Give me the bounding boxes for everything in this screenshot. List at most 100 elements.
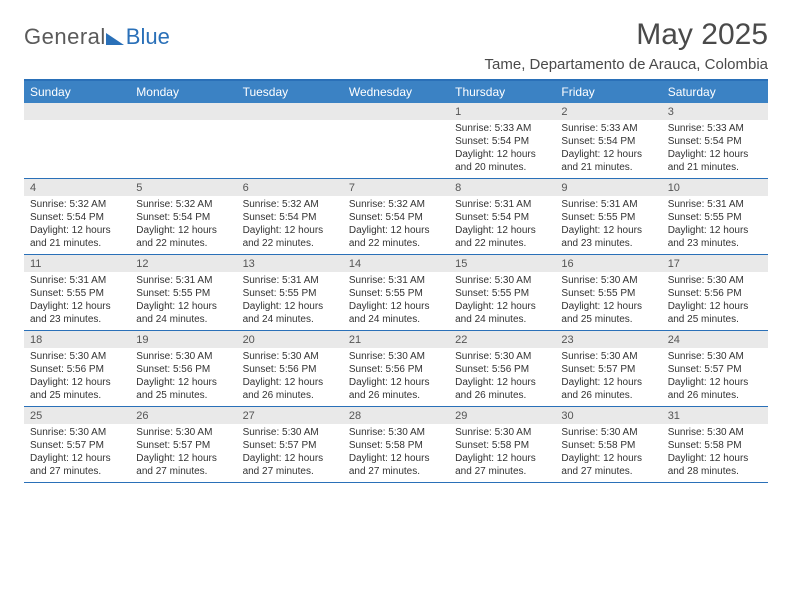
sunrise-text: Sunrise: 5:30 AM [455, 426, 549, 439]
day-number: 28 [343, 407, 449, 424]
day-number: 29 [449, 407, 555, 424]
sunrise-text: Sunrise: 5:30 AM [668, 274, 762, 287]
day-details: Sunrise: 5:31 AMSunset: 5:55 PMDaylight:… [130, 272, 236, 326]
sunset-text: Sunset: 5:55 PM [561, 287, 655, 300]
day-number: 26 [130, 407, 236, 424]
day-details: Sunrise: 5:30 AMSunset: 5:56 PMDaylight:… [24, 348, 130, 402]
day-details: Sunrise: 5:30 AMSunset: 5:56 PMDaylight:… [449, 348, 555, 402]
day-number: 7 [343, 179, 449, 196]
sunset-text: Sunset: 5:57 PM [30, 439, 124, 452]
sunset-text: Sunset: 5:54 PM [30, 211, 124, 224]
daylight-text: Daylight: 12 hours and 24 minutes. [136, 300, 230, 326]
sunset-text: Sunset: 5:57 PM [561, 363, 655, 376]
daylight-text: Daylight: 12 hours and 23 minutes. [561, 224, 655, 250]
weekday-header-cell: Saturday [662, 81, 768, 103]
calendar: SundayMondayTuesdayWednesdayThursdayFrid… [24, 79, 768, 483]
daylight-text: Daylight: 12 hours and 24 minutes. [243, 300, 337, 326]
daylight-text: Daylight: 12 hours and 22 minutes. [243, 224, 337, 250]
daylight-text: Daylight: 12 hours and 24 minutes. [349, 300, 443, 326]
day-number: 22 [449, 331, 555, 348]
calendar-day-cell: 2Sunrise: 5:33 AMSunset: 5:54 PMDaylight… [555, 103, 661, 178]
calendar-week-row: 1Sunrise: 5:33 AMSunset: 5:54 PMDaylight… [24, 103, 768, 179]
sunset-text: Sunset: 5:55 PM [243, 287, 337, 300]
calendar-day-cell: 15Sunrise: 5:30 AMSunset: 5:55 PMDayligh… [449, 255, 555, 330]
sunrise-text: Sunrise: 5:30 AM [243, 426, 337, 439]
day-number: 8 [449, 179, 555, 196]
weekday-header-cell: Thursday [449, 81, 555, 103]
day-details: Sunrise: 5:30 AMSunset: 5:57 PMDaylight:… [662, 348, 768, 402]
weekday-header-cell: Wednesday [343, 81, 449, 103]
daylight-text: Daylight: 12 hours and 24 minutes. [455, 300, 549, 326]
sunrise-text: Sunrise: 5:33 AM [561, 122, 655, 135]
sunrise-text: Sunrise: 5:30 AM [349, 426, 443, 439]
daylight-text: Daylight: 12 hours and 25 minutes. [561, 300, 655, 326]
sunset-text: Sunset: 5:57 PM [243, 439, 337, 452]
sunrise-text: Sunrise: 5:30 AM [668, 350, 762, 363]
calendar-day-cell: 22Sunrise: 5:30 AMSunset: 5:56 PMDayligh… [449, 331, 555, 406]
day-details: Sunrise: 5:32 AMSunset: 5:54 PMDaylight:… [237, 196, 343, 250]
day-details: Sunrise: 5:31 AMSunset: 5:54 PMDaylight:… [449, 196, 555, 250]
weekday-header-cell: Friday [555, 81, 661, 103]
day-number: 9 [555, 179, 661, 196]
day-details: Sunrise: 5:30 AMSunset: 5:58 PMDaylight:… [449, 424, 555, 478]
calendar-day-cell: 19Sunrise: 5:30 AMSunset: 5:56 PMDayligh… [130, 331, 236, 406]
sunset-text: Sunset: 5:58 PM [455, 439, 549, 452]
sunrise-text: Sunrise: 5:31 AM [561, 198, 655, 211]
daylight-text: Daylight: 12 hours and 22 minutes. [136, 224, 230, 250]
calendar-day-cell: 24Sunrise: 5:30 AMSunset: 5:57 PMDayligh… [662, 331, 768, 406]
sunrise-text: Sunrise: 5:32 AM [136, 198, 230, 211]
daylight-text: Daylight: 12 hours and 21 minutes. [561, 148, 655, 174]
sunset-text: Sunset: 5:56 PM [455, 363, 549, 376]
calendar-week-row: 25Sunrise: 5:30 AMSunset: 5:57 PMDayligh… [24, 407, 768, 483]
daylight-text: Daylight: 12 hours and 27 minutes. [136, 452, 230, 478]
daylight-text: Daylight: 12 hours and 26 minutes. [561, 376, 655, 402]
day-details: Sunrise: 5:30 AMSunset: 5:55 PMDaylight:… [449, 272, 555, 326]
daylight-text: Daylight: 12 hours and 26 minutes. [668, 376, 762, 402]
calendar-week-row: 4Sunrise: 5:32 AMSunset: 5:54 PMDaylight… [24, 179, 768, 255]
sunset-text: Sunset: 5:55 PM [668, 211, 762, 224]
sunrise-text: Sunrise: 5:30 AM [349, 350, 443, 363]
sunrise-text: Sunrise: 5:31 AM [136, 274, 230, 287]
calendar-day-cell: 8Sunrise: 5:31 AMSunset: 5:54 PMDaylight… [449, 179, 555, 254]
daylight-text: Daylight: 12 hours and 26 minutes. [455, 376, 549, 402]
sunset-text: Sunset: 5:54 PM [136, 211, 230, 224]
sunset-text: Sunset: 5:55 PM [455, 287, 549, 300]
calendar-day-cell: 3Sunrise: 5:33 AMSunset: 5:54 PMDaylight… [662, 103, 768, 178]
sunrise-text: Sunrise: 5:30 AM [455, 274, 549, 287]
sunset-text: Sunset: 5:54 PM [349, 211, 443, 224]
day-details: Sunrise: 5:30 AMSunset: 5:56 PMDaylight:… [343, 348, 449, 402]
sunset-text: Sunset: 5:55 PM [30, 287, 124, 300]
logo: General Blue [24, 24, 170, 50]
sunset-text: Sunset: 5:57 PM [136, 439, 230, 452]
sunset-text: Sunset: 5:56 PM [668, 287, 762, 300]
calendar-day-cell [237, 103, 343, 178]
day-number [343, 103, 449, 120]
calendar-day-cell: 20Sunrise: 5:30 AMSunset: 5:56 PMDayligh… [237, 331, 343, 406]
day-number: 15 [449, 255, 555, 272]
daylight-text: Daylight: 12 hours and 22 minutes. [455, 224, 549, 250]
day-details: Sunrise: 5:31 AMSunset: 5:55 PMDaylight:… [555, 196, 661, 250]
sunrise-text: Sunrise: 5:30 AM [455, 350, 549, 363]
calendar-day-cell: 10Sunrise: 5:31 AMSunset: 5:55 PMDayligh… [662, 179, 768, 254]
calendar-day-cell: 27Sunrise: 5:30 AMSunset: 5:57 PMDayligh… [237, 407, 343, 482]
day-details: Sunrise: 5:30 AMSunset: 5:58 PMDaylight:… [555, 424, 661, 478]
calendar-day-cell: 1Sunrise: 5:33 AMSunset: 5:54 PMDaylight… [449, 103, 555, 178]
calendar-day-cell: 4Sunrise: 5:32 AMSunset: 5:54 PMDaylight… [24, 179, 130, 254]
day-number [237, 103, 343, 120]
day-number: 18 [24, 331, 130, 348]
calendar-day-cell: 26Sunrise: 5:30 AMSunset: 5:57 PMDayligh… [130, 407, 236, 482]
day-details: Sunrise: 5:31 AMSunset: 5:55 PMDaylight:… [237, 272, 343, 326]
day-number: 3 [662, 103, 768, 120]
sunrise-text: Sunrise: 5:31 AM [349, 274, 443, 287]
calendar-day-cell: 11Sunrise: 5:31 AMSunset: 5:55 PMDayligh… [24, 255, 130, 330]
sunrise-text: Sunrise: 5:30 AM [30, 350, 124, 363]
page: General Blue May 2025 Tame, Departamento… [0, 0, 792, 493]
sunset-text: Sunset: 5:56 PM [243, 363, 337, 376]
calendar-day-cell: 29Sunrise: 5:30 AMSunset: 5:58 PMDayligh… [449, 407, 555, 482]
sunset-text: Sunset: 5:55 PM [349, 287, 443, 300]
day-number: 11 [24, 255, 130, 272]
sunset-text: Sunset: 5:57 PM [668, 363, 762, 376]
sunset-text: Sunset: 5:55 PM [561, 211, 655, 224]
day-number: 21 [343, 331, 449, 348]
calendar-day-cell [130, 103, 236, 178]
